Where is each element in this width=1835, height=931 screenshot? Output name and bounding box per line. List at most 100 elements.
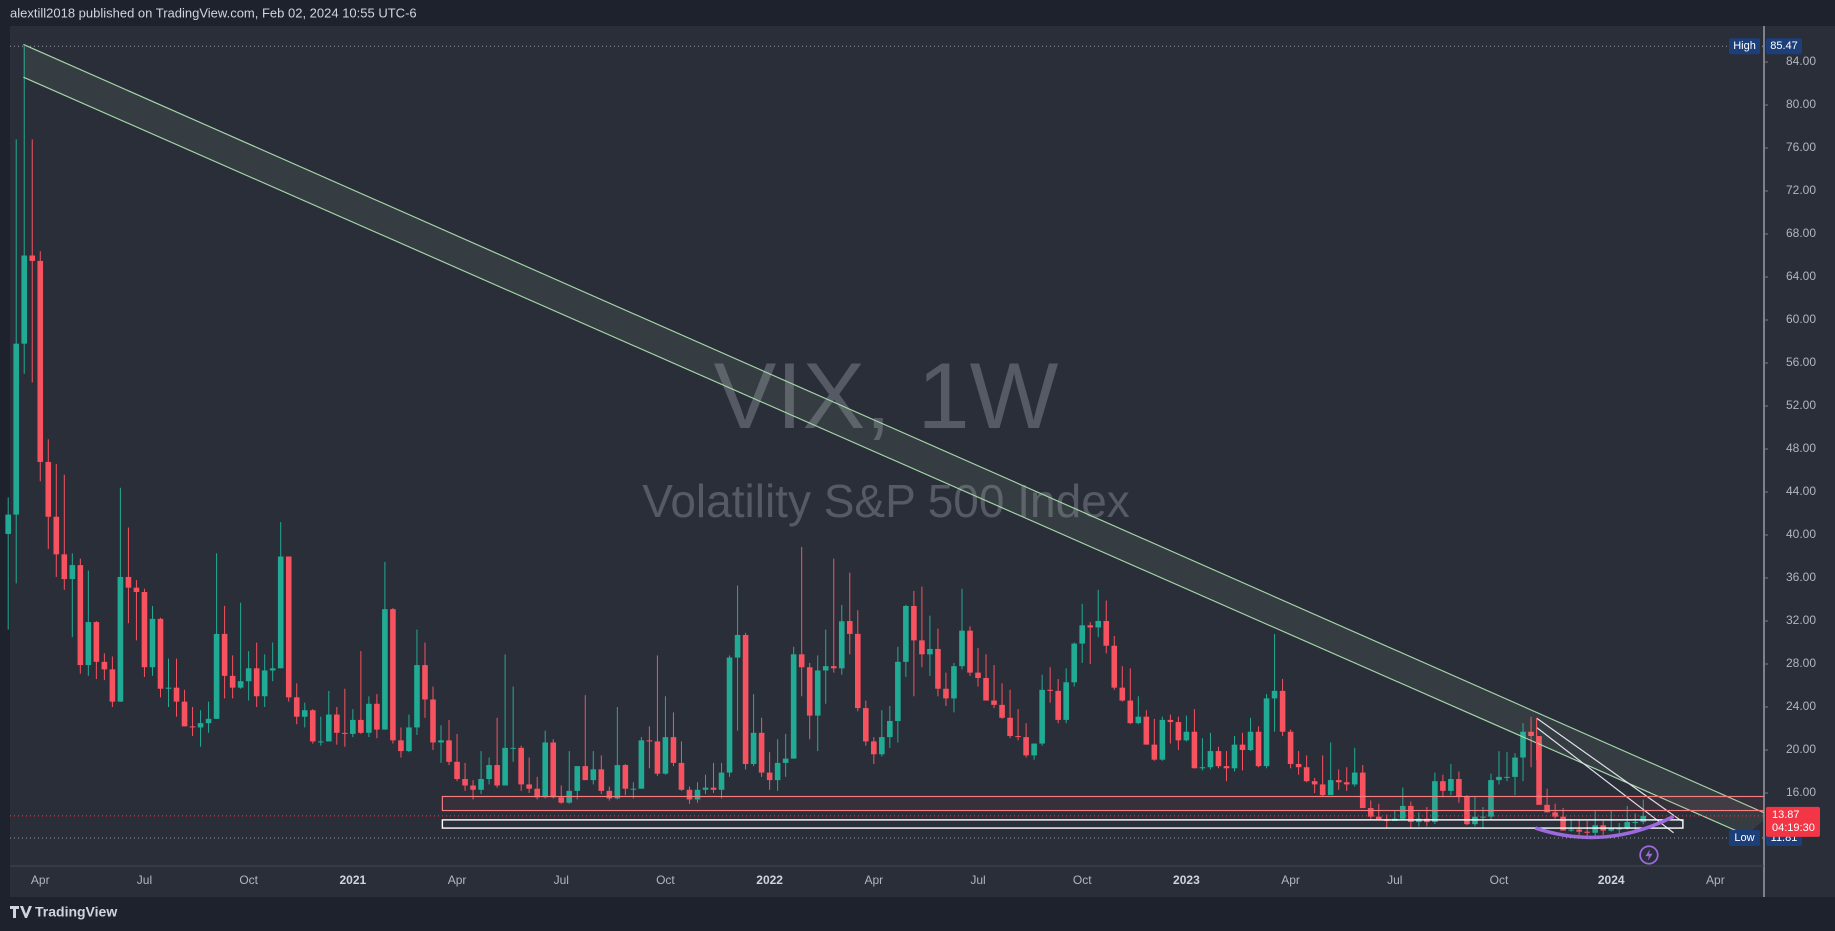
candle-body (1183, 731, 1190, 741)
candle-body (702, 787, 709, 790)
candle-body (1319, 784, 1326, 796)
candle-body (999, 704, 1005, 718)
candle-body (871, 741, 877, 755)
candle-body (686, 789, 693, 800)
candle-body (967, 630, 973, 673)
y-tick-label: 76.00 (1786, 140, 1816, 154)
candle-body (542, 742, 549, 798)
candle-body (1095, 621, 1102, 628)
candle-body (742, 634, 749, 764)
candle-body (510, 747, 516, 749)
candle-body (29, 255, 36, 261)
candle-body (582, 766, 589, 781)
candle-body (1488, 780, 1494, 817)
candle-body (774, 762, 781, 781)
y-tick-label: 56.00 (1786, 355, 1816, 369)
candle-body (374, 703, 380, 730)
candle-body (253, 668, 260, 697)
candle-body (382, 609, 388, 730)
candle-body (245, 668, 252, 682)
logo[interactable] (10, 906, 32, 918)
candle-body (790, 654, 797, 759)
candle-body (1215, 751, 1222, 767)
zone-box (441, 795, 1764, 812)
candle-body (446, 740, 452, 762)
candle-body (1552, 812, 1558, 817)
candle-body (558, 797, 565, 803)
candle-body (1432, 781, 1438, 823)
candle-body (1544, 804, 1550, 813)
candle-body (229, 675, 236, 688)
y-tick-label: 68.00 (1786, 226, 1816, 240)
candle-body (85, 622, 92, 666)
candle-body (1151, 744, 1158, 760)
candle-body (21, 255, 28, 344)
candle-body (638, 740, 645, 789)
marker-label-box (1729, 830, 1760, 847)
candle-body (854, 633, 861, 709)
candle-body (1327, 780, 1334, 796)
candle-body (1335, 780, 1342, 783)
candle-body (1496, 776, 1502, 781)
candle-body (317, 741, 324, 743)
brand[interactable]: TradingView (35, 904, 117, 920)
candle-body (830, 666, 837, 669)
candle-body (1007, 717, 1013, 737)
candle-body (983, 677, 989, 701)
candle-body (133, 587, 140, 592)
candle-body (606, 790, 613, 799)
candle-body (1263, 698, 1270, 767)
candle-body (414, 665, 420, 728)
x-tick-label: 2023 (1173, 873, 1200, 887)
candle-body (422, 665, 428, 700)
channel-fill (23, 44, 1764, 836)
candle-body (694, 789, 701, 800)
candle-body (165, 687, 172, 689)
candle-body (1071, 643, 1077, 683)
candle-body (782, 758, 789, 763)
candle-body (1367, 808, 1374, 817)
candle-body (173, 687, 180, 702)
candle-body (758, 732, 765, 773)
candle-body (1584, 831, 1590, 833)
y-tick-label: 52.00 (1786, 398, 1816, 412)
y-tick-label: 24.00 (1786, 699, 1816, 713)
header: alextill2018 published on TradingView.co… (10, 5, 417, 20)
candle-body (125, 576, 132, 588)
channel-line (23, 76, 1747, 836)
candle-body (301, 710, 308, 717)
y-tick-label: 32.00 (1786, 613, 1816, 627)
y-tick-label: 64.00 (1786, 269, 1816, 283)
candle-body (358, 719, 364, 733)
candle-body (1295, 763, 1302, 768)
candle-body (895, 661, 901, 721)
x-tick-label: Apr (31, 873, 50, 887)
candle-body (462, 779, 468, 786)
arc (1534, 814, 1675, 840)
candles (5, 46, 1647, 839)
candle-body (37, 260, 44, 462)
candle-body (630, 788, 637, 790)
candle-body (213, 633, 220, 719)
candle-body (261, 670, 268, 697)
candle-body (590, 769, 597, 781)
candle-body (77, 565, 84, 666)
x-tick-label: Apr (864, 873, 883, 887)
candle-body (622, 765, 629, 789)
candle-body (1616, 828, 1623, 830)
candle-body (1343, 782, 1350, 785)
candle-body (277, 556, 284, 669)
candle-body (53, 516, 60, 555)
candle-body (814, 670, 821, 716)
candle-body (887, 720, 893, 738)
candle-body (1119, 687, 1126, 701)
candle-body (534, 788, 540, 798)
x-tick-label: Oct (239, 873, 258, 887)
candle-body (61, 554, 68, 580)
candle-body (45, 461, 52, 517)
candle-body (157, 618, 164, 689)
candle-body (1568, 829, 1574, 831)
candle-body (1135, 716, 1142, 724)
candle-body (1608, 828, 1614, 831)
candle-body (798, 654, 805, 668)
